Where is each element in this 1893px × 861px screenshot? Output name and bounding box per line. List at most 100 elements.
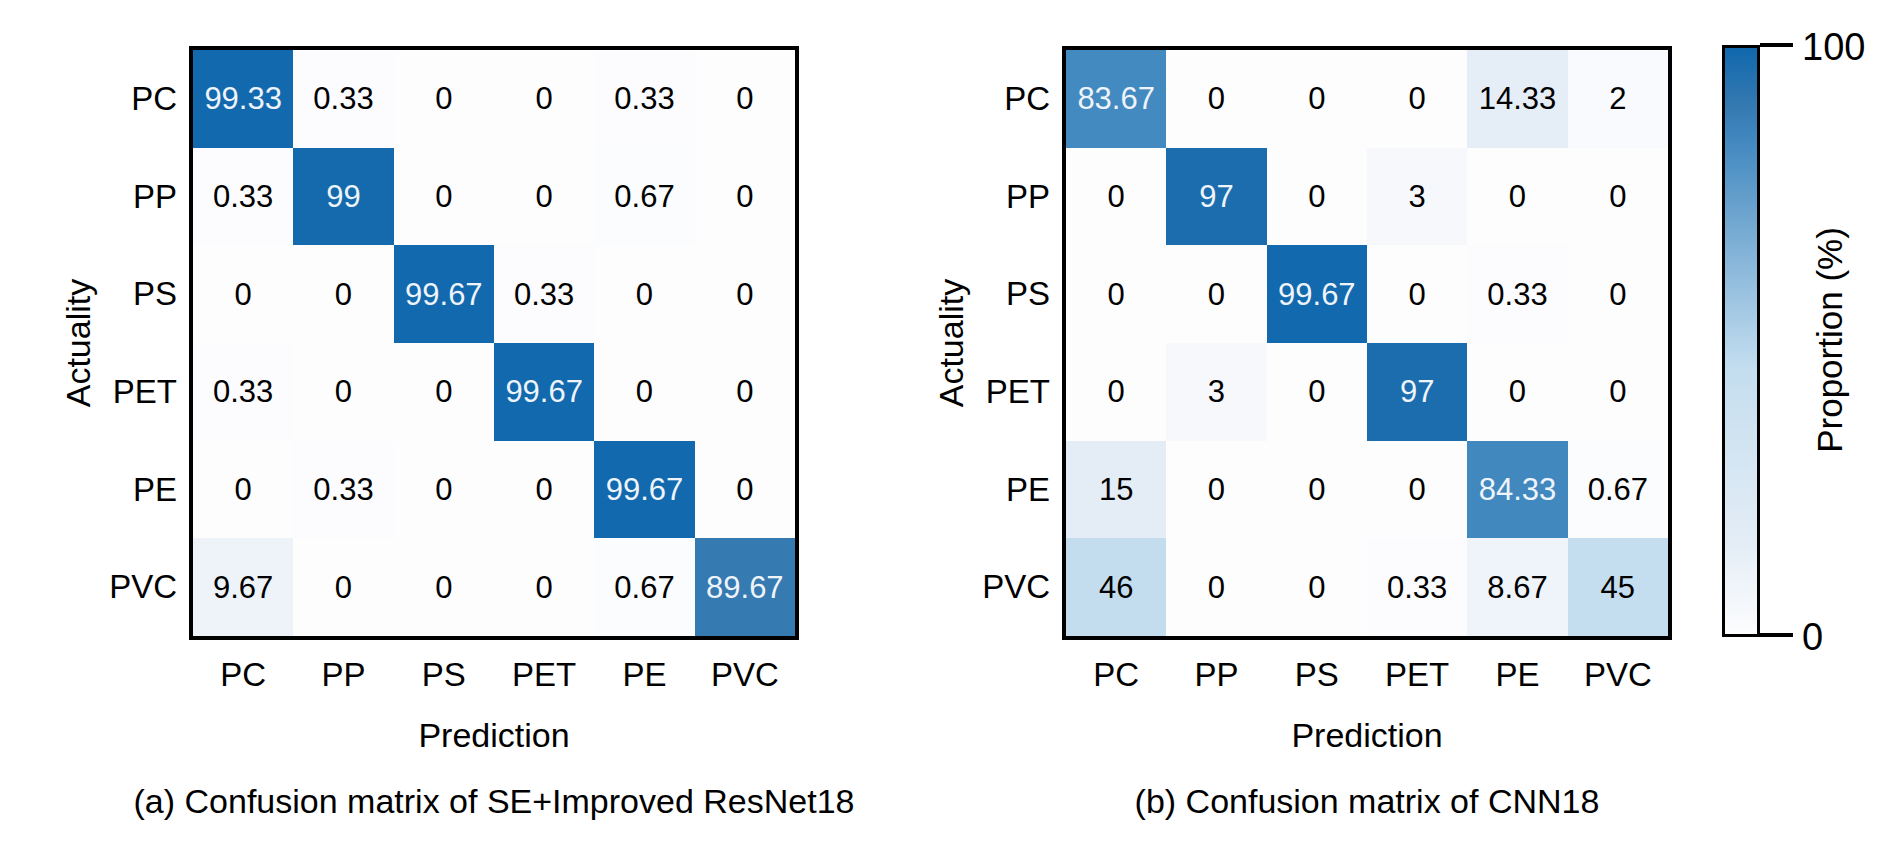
matrix-cell: 0 [1267,343,1367,441]
x-axis-label: Prediction [1066,716,1668,755]
confusion-matrix-figure: Actuality PCPPPSPETPEPVC 99.330.33000.33… [0,0,1893,861]
matrix-cell: 0 [1066,343,1166,441]
col-label: PS [1267,650,1367,700]
matrix-cell: 0 [1267,148,1367,246]
matrix-cell: 0 [1568,148,1668,246]
matrix-cell: 0.33 [594,50,694,148]
matrix-cell: 0 [1066,148,1166,246]
row-label: PP [30,148,177,246]
row-label: PS [30,245,177,343]
matrix-cell: 0.33 [494,245,594,343]
matrix-cell: 3 [1367,148,1467,246]
col-label: PC [1066,650,1166,700]
row-labels: PCPPPSPETPEPVC [903,50,1050,636]
row-label: PVC [903,538,1050,636]
matrix-cell: 0.67 [594,148,694,246]
matrix-cell: 0 [1066,245,1166,343]
colorbar-tick-top [1760,43,1793,47]
row-label: PE [30,441,177,539]
matrix-cell: 0 [494,148,594,246]
matrix-cell: 0 [1568,343,1668,441]
matrix-cell: 99.67 [594,441,694,539]
matrix-cell: 97 [1367,343,1467,441]
matrix-cell: 0 [394,441,494,539]
matrix-cell: 0 [695,148,795,246]
colorbar-tick-label-100: 100 [1802,28,1865,66]
matrix-cell: 0 [1166,538,1266,636]
matrix-cell: 0 [1367,441,1467,539]
matrix-cell: 0 [1166,50,1266,148]
matrix-cell: 0 [193,441,293,539]
matrix-cell: 0 [1267,538,1367,636]
matrix-cell: 0 [594,343,694,441]
panel-b: Actuality PCPPPSPETPEPVC 83.6700014.3320… [873,0,1703,861]
matrix-cell: 0 [1568,245,1668,343]
matrix-cell: 0.33 [193,148,293,246]
matrix-cell: 8.67 [1467,538,1567,636]
matrix-cell: 0 [494,441,594,539]
matrix-cell: 0.33 [193,343,293,441]
panel-caption: (b) Confusion matrix of CNN18 [1047,782,1687,821]
matrix-cell: 0 [1467,343,1567,441]
matrix-cell: 46 [1066,538,1166,636]
matrix-cell: 0 [695,50,795,148]
matrix-cell: 0 [394,538,494,636]
matrix-cell: 0.33 [293,50,393,148]
colorbar-axis-label: Proportion (%) [1810,227,1850,453]
colorbar-tick-bottom [1760,633,1793,637]
matrix-cell: 0 [293,245,393,343]
matrix-cell: 0 [594,245,694,343]
matrix-cell: 0 [695,441,795,539]
matrix-cell: 0.67 [1568,441,1668,539]
matrix-cell: 0 [1267,441,1367,539]
matrix-cell: 99.33 [193,50,293,148]
row-label: PET [903,343,1050,441]
panel-a: Actuality PCPPPSPETPEPVC 99.330.33000.33… [0,0,830,861]
matrix-cell: 0.67 [594,538,694,636]
matrix-cell: 99 [293,148,393,246]
row-label: PC [30,50,177,148]
heatmap-matrix-b: 83.6700014.33209703000099.6700.330030970… [1062,46,1672,640]
col-label: PP [293,650,393,700]
matrix-cell: 99.67 [394,245,494,343]
matrix-cell: 0 [1267,50,1367,148]
panel-caption: (a) Confusion matrix of SE+Improved ResN… [44,782,944,821]
row-label: PS [903,245,1050,343]
col-label: PP [1166,650,1266,700]
colorbar-gradient [1722,45,1760,637]
matrix-cell: 84.33 [1467,441,1567,539]
row-label: PC [903,50,1050,148]
matrix-cell: 0 [293,538,393,636]
matrix-cell: 0 [494,50,594,148]
colorbar-tick-label-0: 0 [1802,618,1823,656]
col-label: PVC [695,650,795,700]
matrix-cell: 45 [1568,538,1668,636]
matrix-cell: 0 [494,538,594,636]
col-label: PET [494,650,594,700]
matrix-cell: 0.33 [1467,245,1567,343]
row-label: PET [30,343,177,441]
matrix-cell: 14.33 [1467,50,1567,148]
matrix-cell: 0.33 [293,441,393,539]
matrix-cell: 97 [1166,148,1266,246]
col-label: PVC [1568,650,1668,700]
matrix-cell: 0 [695,245,795,343]
matrix-cell: 0 [1166,245,1266,343]
matrix-cell: 0 [193,245,293,343]
matrix-cell: 0 [394,50,494,148]
row-label: PP [903,148,1050,246]
col-label: PE [1467,650,1567,700]
row-labels: PCPPPSPETPEPVC [30,50,177,636]
matrix-cell: 15 [1066,441,1166,539]
matrix-cell: 99.67 [1267,245,1367,343]
matrix-cell: 0 [394,148,494,246]
matrix-cell: 0 [394,343,494,441]
x-axis-label: Prediction [193,716,795,755]
row-label: PE [903,441,1050,539]
matrix-cell: 9.67 [193,538,293,636]
col-labels: PCPPPSPETPEPVC [193,650,795,700]
matrix-cell: 0.33 [1367,538,1467,636]
matrix-cell: 3 [1166,343,1266,441]
matrix-cell: 0 [293,343,393,441]
matrix-cell: 0 [1367,245,1467,343]
